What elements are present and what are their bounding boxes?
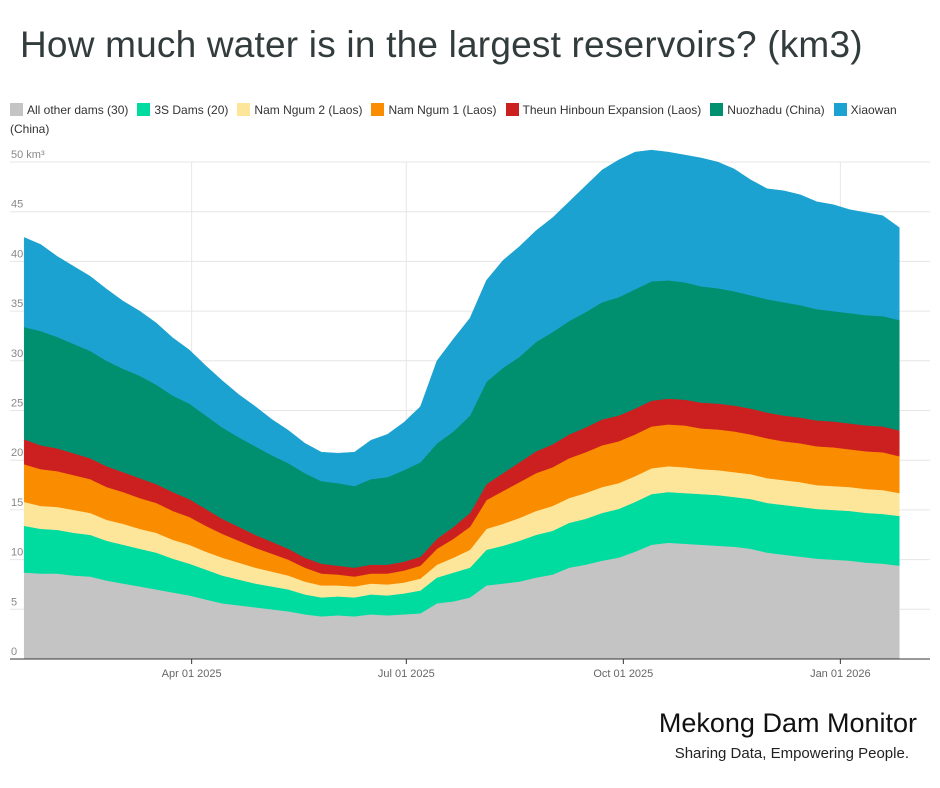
legend-label: All other dams (30) [27,103,129,117]
legend-item-3s-dams-20: 3S Dams (20) [137,103,228,117]
brand-name: Mekong Dam Monitor [658,708,917,738]
x-tick-label: Oct 01 2025 [593,668,653,680]
legend-item-nam-ngum-1-laos: Nam Ngum 1 (Laos) [371,103,497,117]
legend-swatch [710,103,724,116]
y-tick-label: 45 [11,199,23,211]
legend-item-nuozhadu-china: Nuozhadu (China) [710,103,825,117]
legend-item-xiaowan-china: Xiaowan (China) [10,103,897,136]
legend-label: Xiaowan (China) [10,103,897,136]
legend-swatch [833,103,847,116]
x-tick-label: Apr 01 2025 [162,668,222,680]
legend-swatch [137,103,151,116]
y-tick-label: 40 [11,248,23,260]
legend-label: 3S Dams (20) [154,103,229,117]
legend-item-all-other-dams-30: All other dams (30) [10,103,128,117]
chart-title: How much water is in the largest reservo… [20,24,863,65]
legend-swatch [371,103,385,116]
x-axis: Apr 01 2025 Jul 01 2025 Oct 01 2025 Jan 01 … [10,658,930,680]
legend-item-nam-ngum-2-laos: Nam Ngum 2 (Laos) [237,103,362,117]
y-axis: 0 5 10 15 20 25 30 35 40 45 50 km³ [11,149,45,658]
legend-label: Theun Hinboun Expansion (Laos) [522,103,702,117]
area-xiaowan-china [23,149,900,487]
y-tick-label: 5 [11,596,17,608]
brand-tagline: Sharing Data, Empowering People. [674,745,909,762]
legend-label: Nuozhadu (China) [727,103,825,117]
legend-swatch [505,103,519,116]
legend-item-theun-hinboun-expansion-laos: Theun Hinboun Expansion (Laos) [505,103,702,117]
legend-label: Nam Ngum 1 (Laos) [388,103,497,117]
y-tick-label: 50 km³ [11,149,45,161]
y-tick-label: 20 [11,447,23,459]
y-tick-label: 30 [11,348,23,360]
y-tick-label: 15 [11,497,23,509]
legend-swatch [10,103,23,116]
legend-swatch [237,103,251,116]
y-tick-label: 0 [11,646,17,658]
y-tick-label: 25 [11,398,23,410]
x-tick-label: Jan 01 2026 [810,668,871,680]
chart-legend: All other dams (30) 3S Dams (20) Nam Ngum … [10,101,925,139]
y-tick-label: 10 [11,547,23,559]
area-series [23,149,900,660]
legend-label: Nam Ngum 2 (Laos) [254,103,363,117]
y-tick-label: 35 [11,298,23,310]
stacked-area-chart: 0 5 10 15 20 25 30 35 40 45 50 km³ Apr 01 2025 Jul … [10,149,930,680]
x-tick-label: Jul 01 2025 [378,668,435,680]
